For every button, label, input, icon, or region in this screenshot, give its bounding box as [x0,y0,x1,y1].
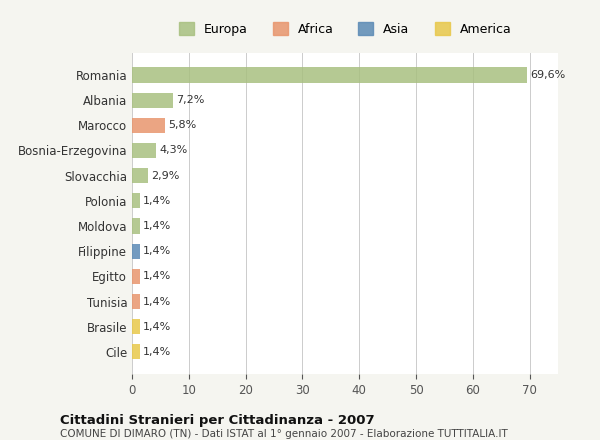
Bar [132,143,157,158]
Bar [132,193,140,209]
Text: 69,6%: 69,6% [530,70,565,80]
Text: 5,8%: 5,8% [168,120,196,130]
Bar [132,67,527,83]
Bar [132,344,140,359]
Bar [132,118,165,133]
Bar [132,218,140,234]
Legend: Europa, Africa, Asia, America: Europa, Africa, Asia, America [173,17,517,41]
Text: 1,4%: 1,4% [143,246,171,256]
Text: 1,4%: 1,4% [143,322,171,332]
Text: 4,3%: 4,3% [159,146,188,155]
Bar [132,92,173,108]
Bar [132,269,140,284]
Bar [132,319,140,334]
Text: 7,2%: 7,2% [176,95,204,105]
Text: 2,9%: 2,9% [151,171,179,181]
Bar [132,168,148,183]
Text: COMUNE DI DIMARO (TN) - Dati ISTAT al 1° gennaio 2007 - Elaborazione TUTTITALIA.: COMUNE DI DIMARO (TN) - Dati ISTAT al 1°… [60,429,508,439]
Text: 1,4%: 1,4% [143,297,171,307]
Bar [132,244,140,259]
Bar [132,294,140,309]
Text: 1,4%: 1,4% [143,196,171,206]
Text: 1,4%: 1,4% [143,221,171,231]
Text: 1,4%: 1,4% [143,271,171,281]
Text: 1,4%: 1,4% [143,347,171,357]
Text: Cittadini Stranieri per Cittadinanza - 2007: Cittadini Stranieri per Cittadinanza - 2… [60,414,374,427]
